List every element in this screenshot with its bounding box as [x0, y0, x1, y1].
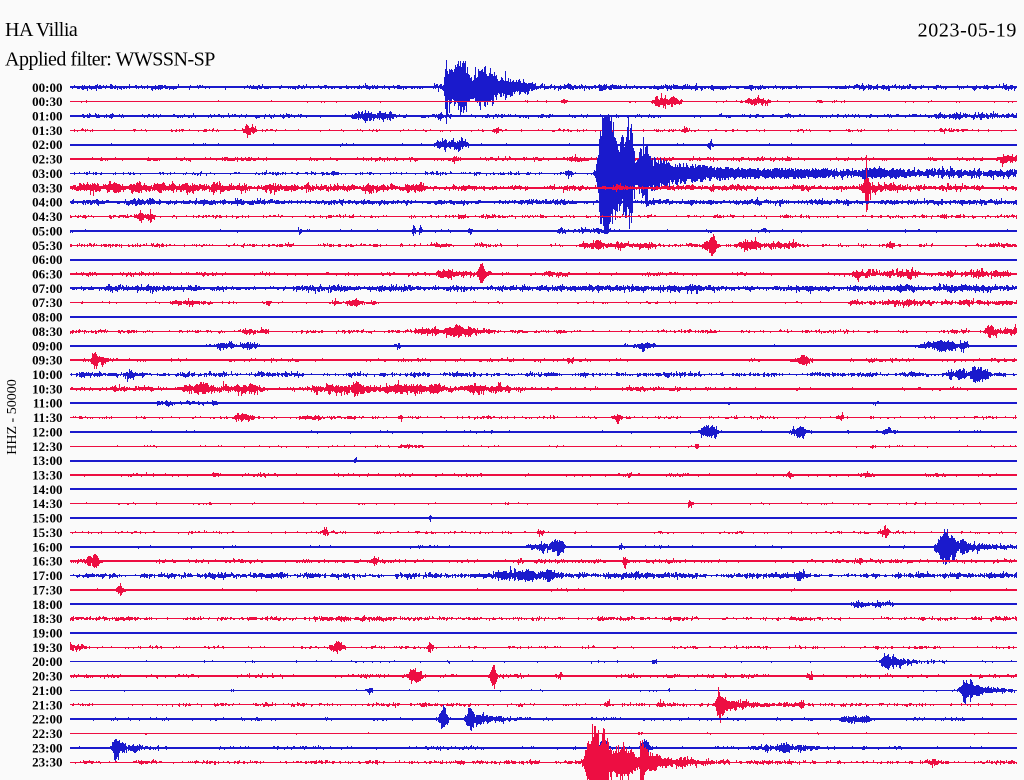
svg-text:HHZ - 50000: HHZ - 50000 — [5, 379, 20, 454]
svg-text:01:00: 01:00 — [32, 109, 62, 124]
svg-text:09:00: 09:00 — [32, 338, 62, 353]
svg-text:00:00: 00:00 — [32, 80, 62, 95]
svg-text:10:00: 10:00 — [32, 367, 62, 382]
svg-text:06:30: 06:30 — [32, 267, 62, 282]
svg-text:16:00: 16:00 — [32, 539, 62, 554]
svg-text:07:30: 07:30 — [32, 295, 62, 310]
svg-text:23:00: 23:00 — [32, 740, 62, 755]
svg-text:12:30: 12:30 — [32, 439, 62, 454]
svg-text:18:00: 18:00 — [32, 597, 62, 612]
svg-text:01:30: 01:30 — [32, 123, 62, 138]
svg-text:11:00: 11:00 — [33, 396, 63, 411]
svg-text:21:30: 21:30 — [32, 697, 62, 712]
svg-text:03:30: 03:30 — [32, 180, 62, 195]
svg-text:06:00: 06:00 — [32, 252, 62, 267]
svg-text:18:30: 18:30 — [32, 611, 62, 626]
svg-text:HA Villia: HA Villia — [5, 19, 78, 41]
svg-text:05:30: 05:30 — [32, 238, 62, 253]
svg-text:15:30: 15:30 — [32, 525, 62, 540]
svg-text:21:00: 21:00 — [32, 683, 62, 698]
svg-text:16:30: 16:30 — [32, 554, 62, 569]
svg-text:04:00: 04:00 — [32, 195, 62, 210]
svg-text:17:30: 17:30 — [32, 582, 62, 597]
svg-text:15:00: 15:00 — [32, 511, 62, 526]
svg-text:11:30: 11:30 — [33, 410, 63, 425]
svg-text:03:00: 03:00 — [32, 166, 62, 181]
svg-text:22:30: 22:30 — [32, 726, 62, 741]
svg-text:20:00: 20:00 — [32, 654, 62, 669]
svg-text:05:00: 05:00 — [32, 223, 62, 238]
svg-text:14:30: 14:30 — [32, 496, 62, 511]
svg-text:Applied filter: WWSSN-SP: Applied filter: WWSSN-SP — [5, 49, 215, 71]
svg-text:08:30: 08:30 — [32, 324, 62, 339]
svg-text:13:00: 13:00 — [32, 453, 62, 468]
svg-text:22:00: 22:00 — [32, 712, 62, 727]
svg-text:00:30: 00:30 — [32, 94, 62, 109]
svg-text:19:30: 19:30 — [32, 640, 62, 655]
svg-text:08:00: 08:00 — [32, 310, 62, 325]
svg-text:13:30: 13:30 — [32, 468, 62, 483]
svg-text:12:00: 12:00 — [32, 424, 62, 439]
svg-text:02:30: 02:30 — [32, 152, 62, 167]
svg-text:19:00: 19:00 — [32, 626, 62, 641]
svg-text:04:30: 04:30 — [32, 209, 62, 224]
svg-text:17:00: 17:00 — [32, 568, 62, 583]
svg-text:02:00: 02:00 — [32, 137, 62, 152]
svg-text:2023-05-19: 2023-05-19 — [918, 20, 1017, 42]
svg-text:20:30: 20:30 — [32, 669, 62, 684]
svg-text:09:30: 09:30 — [32, 353, 62, 368]
svg-text:14:00: 14:00 — [32, 482, 62, 497]
svg-text:23:30: 23:30 — [32, 755, 62, 770]
svg-text:07:00: 07:00 — [32, 281, 62, 296]
svg-text:10:30: 10:30 — [32, 381, 62, 396]
